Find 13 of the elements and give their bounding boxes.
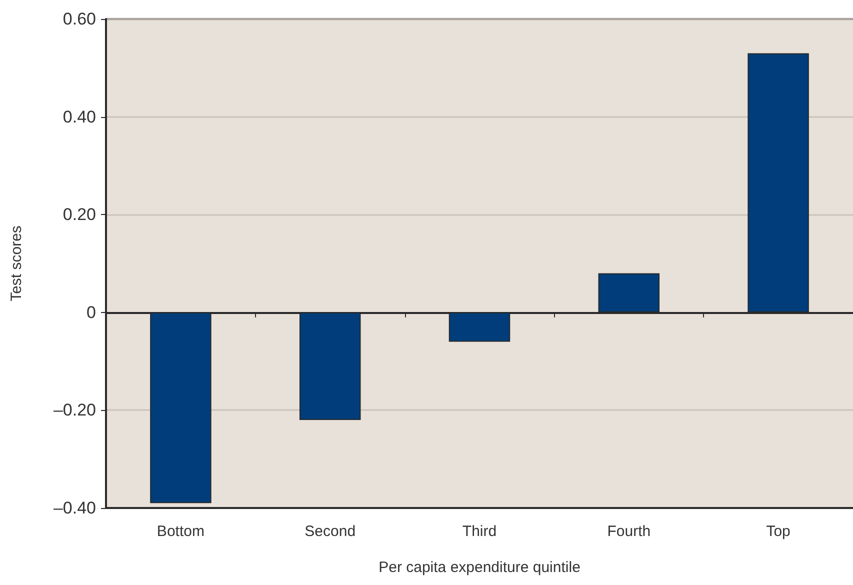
x-axis-title: Per capita expenditure quintile — [378, 559, 580, 576]
y-tick-label: 0.60 — [62, 10, 96, 28]
x-tick-label: Top — [766, 523, 790, 540]
x-tick-label: Second — [304, 523, 356, 540]
y-tick-label: –0.20 — [53, 400, 96, 420]
y-axis-title: Test scores — [8, 226, 25, 302]
x-tick-label: Bottom — [156, 523, 204, 540]
x-tick-label: Fourth — [607, 523, 651, 540]
x-tick-label: Third — [462, 523, 497, 540]
y-tick-label: 0.20 — [62, 205, 96, 224]
y-tick-label: 0.40 — [62, 107, 96, 126]
y-tick-label: –0.40 — [53, 498, 96, 518]
y-tick-label: 0 — [86, 302, 96, 322]
